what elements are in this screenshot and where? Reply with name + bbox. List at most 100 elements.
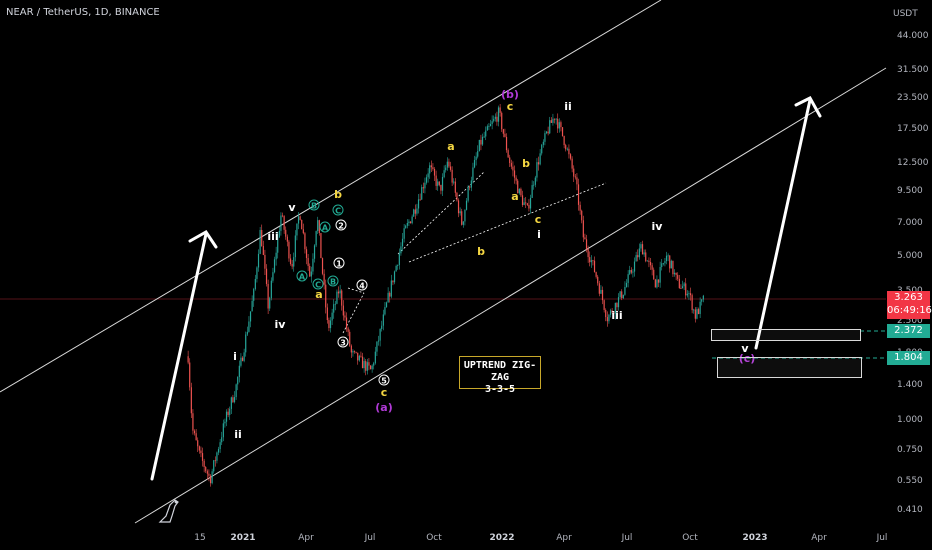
candle [392, 280, 394, 286]
candle [473, 155, 476, 169]
candle [357, 352, 359, 365]
time-tick-label: Oct [682, 533, 698, 543]
svg-text:a: a [511, 190, 518, 203]
candle [227, 408, 229, 418]
target-zone-2[interactable] [717, 357, 862, 378]
candle [515, 175, 517, 185]
candle [646, 260, 648, 262]
candle [478, 139, 480, 152]
candle [654, 278, 656, 288]
candle [211, 468, 213, 485]
candle [493, 115, 495, 123]
candle [683, 281, 685, 290]
wave-label: iv [275, 318, 287, 331]
wave-label: iv [652, 220, 664, 233]
candle [568, 144, 570, 159]
candle [337, 286, 340, 298]
candle [595, 271, 597, 279]
candle [309, 263, 311, 277]
candle [281, 212, 284, 218]
svg-text:v: v [288, 201, 296, 214]
candle [693, 308, 695, 314]
candle [651, 262, 653, 276]
candle [699, 297, 701, 319]
price-tick-label: 5.000 [897, 251, 923, 261]
candle [395, 264, 397, 272]
candle [358, 354, 360, 362]
price-tick-label: 44.000 [897, 31, 929, 41]
current-price-tag: 3.263 06:49:16 [887, 291, 932, 319]
wave-label: c [535, 213, 542, 226]
candle [670, 259, 672, 269]
candle [461, 208, 463, 226]
target-zone-1[interactable] [711, 329, 861, 341]
svg-text:4: 4 [359, 282, 365, 291]
candle [241, 356, 244, 362]
candle [614, 302, 616, 320]
candle [510, 159, 512, 170]
candle [365, 359, 367, 376]
candle [221, 431, 223, 446]
candle [256, 266, 258, 283]
candle [405, 224, 407, 229]
candle [240, 353, 242, 368]
candle [609, 308, 612, 318]
candle [265, 264, 268, 287]
candle [261, 224, 263, 247]
candle [605, 308, 607, 322]
wave-label: b [522, 157, 530, 170]
candle [518, 188, 520, 195]
svg-text:c: c [535, 213, 542, 226]
candle [558, 118, 560, 133]
candle [259, 227, 261, 255]
candle [592, 259, 594, 266]
candle [214, 456, 216, 467]
candle [549, 116, 551, 135]
candle [429, 162, 431, 179]
wave-label: c [507, 100, 514, 113]
candle [573, 165, 575, 182]
candle [315, 230, 317, 248]
candle [577, 178, 580, 211]
svg-text:C: C [335, 207, 341, 216]
candle [681, 280, 684, 289]
candle [638, 243, 640, 260]
candle [569, 153, 572, 161]
candle [603, 299, 605, 313]
svg-text:C: C [315, 281, 321, 290]
current-price-value: 3.263 [894, 292, 923, 303]
svg-text:(b): (b) [501, 88, 519, 101]
candle [248, 316, 250, 333]
annotation-line-2: 3-3-5 [484, 384, 516, 395]
candle [481, 133, 484, 147]
candle [563, 135, 565, 149]
candle [433, 167, 436, 181]
svg-text:b: b [522, 157, 530, 170]
time-tick-label: Apr [811, 533, 827, 543]
candle [464, 209, 466, 226]
candle [446, 157, 448, 171]
price-tick-label: 2.500 [897, 316, 923, 326]
candle [390, 274, 392, 299]
svg-text:ii: ii [234, 428, 242, 441]
candle [533, 181, 535, 190]
svg-text:5: 5 [381, 377, 387, 386]
candle [459, 207, 461, 216]
wave-label: C [332, 204, 344, 216]
candle [416, 203, 418, 216]
candle [509, 154, 511, 167]
candle [217, 446, 220, 456]
candle [273, 256, 276, 274]
candle [528, 199, 530, 212]
svg-text:iii: iii [611, 309, 622, 322]
candle [376, 341, 378, 356]
candle [219, 439, 221, 453]
candle [678, 275, 680, 289]
wave-label: A [296, 270, 308, 282]
svg-text:c: c [381, 386, 388, 399]
candle [694, 307, 696, 323]
candle [310, 266, 312, 283]
price-tick-label: 0.750 [897, 445, 923, 455]
candle [585, 234, 588, 253]
candle [387, 287, 389, 303]
